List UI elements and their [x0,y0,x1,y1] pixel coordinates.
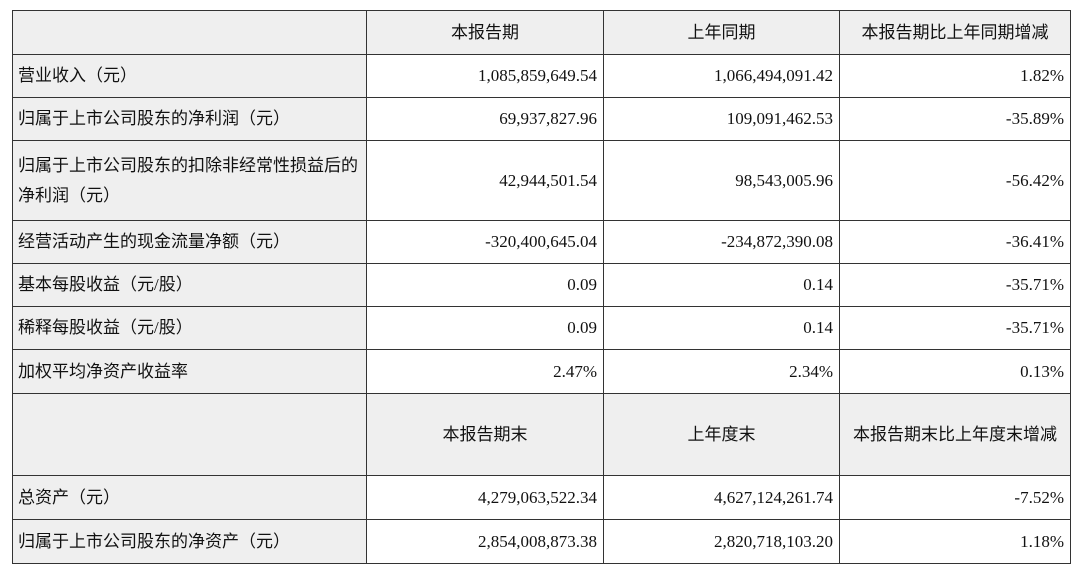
value-cell: -35.71% [839,306,1071,350]
row-label: 营业收入（元） [12,54,367,98]
value-cell: -36.41% [839,220,1071,264]
value-cell: 1.82% [839,54,1071,98]
value-cell: 0.09 [366,306,604,350]
value-cell: 69,937,827.96 [366,97,604,141]
row-label: 归属于上市公司股东的净利润（元） [12,97,367,141]
value-cell: -35.71% [839,263,1071,307]
row-label: 总资产（元） [12,475,367,520]
data-row: 归属于上市公司股东的净利润（元） 69,937,827.96 109,091,462… [12,97,1071,141]
value-cell: 2,854,008,873.38 [366,519,604,564]
header-row: 本报告期 上年同期 本报告期比上年同期增减 [12,10,1071,55]
data-row: 营业收入（元） 1,085,859,649.54 1,066,494,091.42 1… [12,54,1071,98]
data-row: 经营活动产生的现金流量净额（元） -320,400,645.04 -234,872,… [12,220,1071,264]
column-header: 上年同期 [603,10,840,55]
value-cell: 0.14 [603,306,840,350]
value-cell: 0.13% [839,349,1071,394]
row-label: 加权平均净资产收益率 [12,349,367,394]
column-header: 本报告期末 [366,393,604,476]
data-row: 归属于上市公司股东的扣除非经常性损益后的净利润（元） 42,944,501.54 9… [12,140,1071,221]
value-cell: 0.14 [603,263,840,307]
value-cell: 2,820,718,103.20 [603,519,840,564]
value-cell: -320,400,645.04 [366,220,604,264]
financial-table: 本报告期 上年同期 本报告期比上年同期增减 营业收入（元） 1,085,859,649.… [12,10,1071,564]
row-label: 归属于上市公司股东的净资产（元） [12,519,367,564]
column-header: 本报告期 [366,10,604,55]
value-cell: 42,944,501.54 [366,140,604,221]
column-header: 本报告期末比上年度末增减 [839,393,1071,476]
data-row: 稀释每股收益（元/股） 0.09 0.14 -35.71% [12,306,1071,350]
value-cell: -7.52% [839,475,1071,520]
column-header: 上年度末 [603,393,840,476]
value-cell: 2.34% [603,349,840,394]
value-cell: 1.18% [839,519,1071,564]
corner-cell [12,393,367,476]
row-label: 基本每股收益（元/股） [12,263,367,307]
value-cell: 1,085,859,649.54 [366,54,604,98]
data-row: 归属于上市公司股东的净资产（元） 2,854,008,873.38 2,820,71… [12,519,1071,564]
corner-cell [12,10,367,55]
value-cell: 98,543,005.96 [603,140,840,221]
row-label: 经营活动产生的现金流量净额（元） [12,220,367,264]
column-header: 本报告期比上年同期增减 [839,10,1071,55]
row-label: 稀释每股收益（元/股） [12,306,367,350]
data-row: 总资产（元） 4,279,063,522.34 4,627,124,261.74 -7… [12,475,1071,520]
value-cell: 4,627,124,261.74 [603,475,840,520]
data-row: 加权平均净资产收益率 2.47% 2.34% 0.13% [12,349,1071,394]
data-row: 基本每股收益（元/股） 0.09 0.14 -35.71% [12,263,1071,307]
value-cell: 4,279,063,522.34 [366,475,604,520]
value-cell: 0.09 [366,263,604,307]
value-cell: -234,872,390.08 [603,220,840,264]
value-cell: 109,091,462.53 [603,97,840,141]
header-row: 本报告期末 上年度末 本报告期末比上年度末增减 [12,393,1071,476]
value-cell: 1,066,494,091.42 [603,54,840,98]
row-label: 归属于上市公司股东的扣除非经常性损益后的净利润（元） [12,140,367,221]
value-cell: 2.47% [366,349,604,394]
value-cell: -56.42% [839,140,1071,221]
value-cell: -35.89% [839,97,1071,141]
